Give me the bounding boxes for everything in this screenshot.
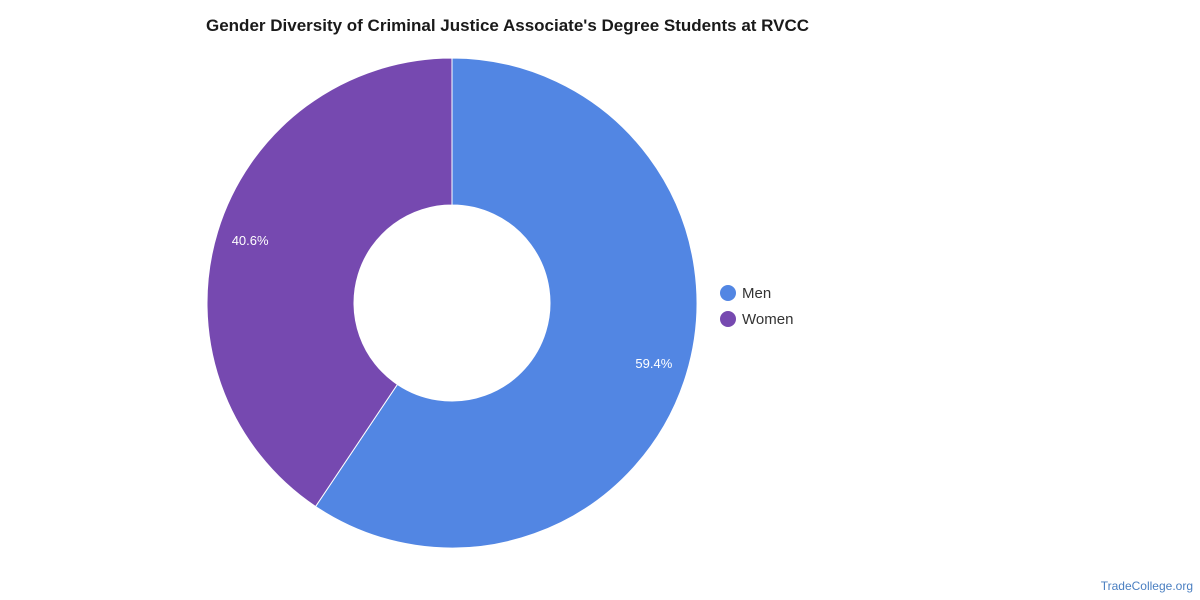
legend-item-women[interactable]: Women xyxy=(720,306,793,332)
legend: Men Women xyxy=(720,280,793,332)
legend-item-men[interactable]: Men xyxy=(720,280,793,306)
legend-swatch-men xyxy=(720,285,736,301)
slice-men[interactable] xyxy=(314,57,698,549)
slice-women[interactable] xyxy=(206,57,453,508)
legend-label-men: Men xyxy=(742,284,772,302)
source-credit[interactable]: TradeCollege.org xyxy=(1100,579,1193,593)
chart-title: Gender Diversity of Criminal Justice Ass… xyxy=(206,16,810,35)
legend-label-women: Women xyxy=(742,310,794,328)
legend-swatch-women xyxy=(720,311,736,327)
data-label-men: 59.4% xyxy=(635,356,672,371)
data-label-women: 40.6% xyxy=(232,233,269,248)
